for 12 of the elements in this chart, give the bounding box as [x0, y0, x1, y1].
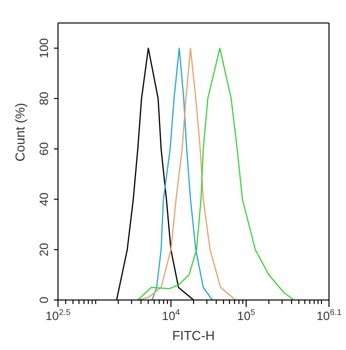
y-tick-label: 20 — [37, 242, 51, 256]
x-tick-label: 10$^{2.5}$ — [45, 307, 71, 323]
x-axis-title: FITC-H — [172, 328, 215, 343]
y-tick-label: 100 — [37, 38, 51, 58]
y-tick-label: 80 — [37, 92, 51, 106]
x-tick-label: 10$^{6.1}$ — [316, 307, 342, 323]
y-tick-label: 40 — [37, 192, 51, 206]
y-axis-title: Count (%) — [12, 102, 28, 162]
y-tick-label: 0 — [37, 296, 51, 304]
y-tick-label: 60 — [37, 142, 51, 156]
x-tick-label: 10$^{4}$ — [162, 307, 180, 323]
x-tick-label: 10$^{5}$ — [237, 307, 256, 323]
